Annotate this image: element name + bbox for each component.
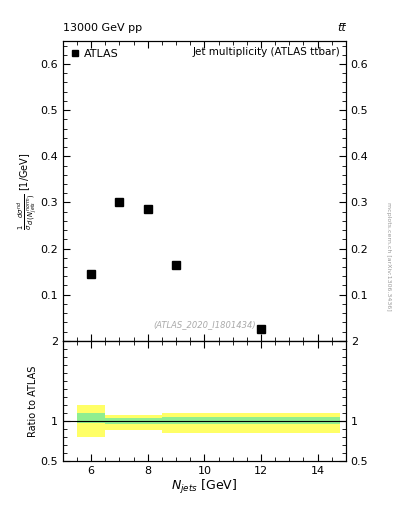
X-axis label: $N_{jets}$ [GeV]: $N_{jets}$ [GeV]	[171, 478, 237, 497]
Y-axis label: Ratio to ATLAS: Ratio to ATLAS	[28, 365, 38, 437]
Text: 13000 GeV pp: 13000 GeV pp	[63, 23, 142, 33]
Text: mcplots.cern.ch [arXiv:1306.3436]: mcplots.cern.ch [arXiv:1306.3436]	[386, 202, 391, 310]
Y-axis label: $\frac{1}{\sigma}\frac{d\sigma^{nd}}{d\,(N_{jets}^{norm})}$ [1/GeV]: $\frac{1}{\sigma}\frac{d\sigma^{nd}}{d\,…	[15, 152, 39, 230]
Text: (ATLAS_2020_I1801434): (ATLAS_2020_I1801434)	[153, 320, 256, 329]
Text: Jet multiplicity (ATLAS ttbar): Jet multiplicity (ATLAS ttbar)	[193, 47, 340, 57]
Legend: ATLAS: ATLAS	[68, 47, 121, 61]
Text: tt̅: tt̅	[337, 23, 346, 33]
